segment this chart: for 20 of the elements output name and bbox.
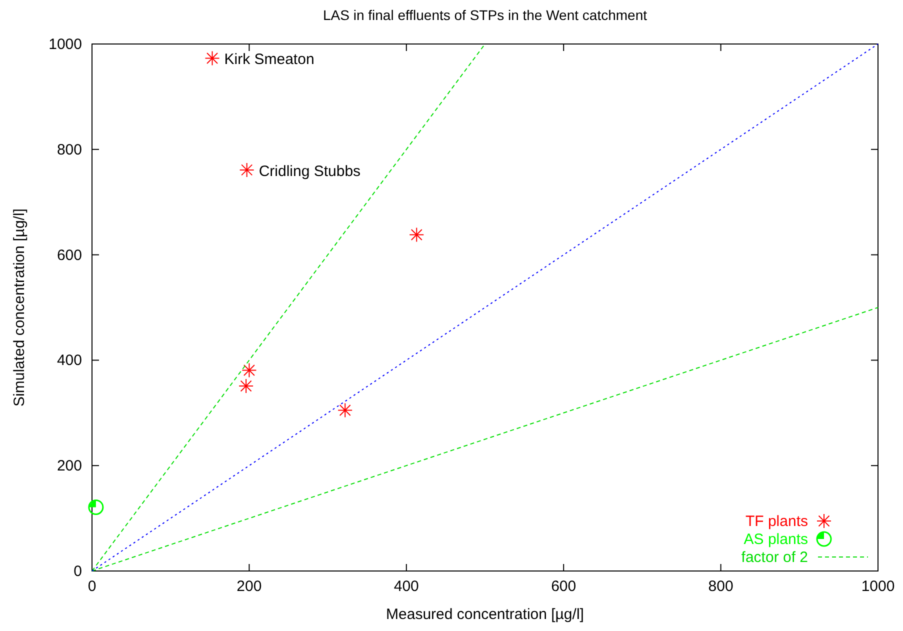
y-tick-label: 800: [56, 141, 82, 158]
legend-label: AS plants: [744, 531, 808, 548]
x-tick-label: 200: [236, 578, 262, 595]
x-tick-label: 600: [551, 578, 576, 595]
x-tick-label: 0: [88, 578, 96, 595]
x-tick-label: 800: [708, 578, 734, 595]
y-tick-label: 400: [56, 352, 82, 370]
y-tick-label: 1000: [48, 36, 82, 53]
x-axis-title: Measured concentration [µg/l]: [386, 606, 584, 623]
annotation: Kirk Smeaton: [224, 51, 314, 68]
y-axis-title: Simulated concentration [µg/l]: [11, 208, 28, 406]
y-tick-label: 600: [56, 246, 82, 264]
chart-title: LAS in final effluents of STPs in the Went catchment: [323, 7, 648, 23]
y-tick-label: 200: [56, 458, 82, 475]
legend-label: factor of 2: [741, 549, 808, 566]
legend-label: TF plants: [745, 513, 808, 530]
annotation: Cridling Stubbs: [258, 162, 361, 180]
y-tick-label: 0: [74, 563, 82, 580]
x-tick-label: 400: [394, 578, 419, 595]
x-tick-label: 1000: [861, 578, 895, 595]
